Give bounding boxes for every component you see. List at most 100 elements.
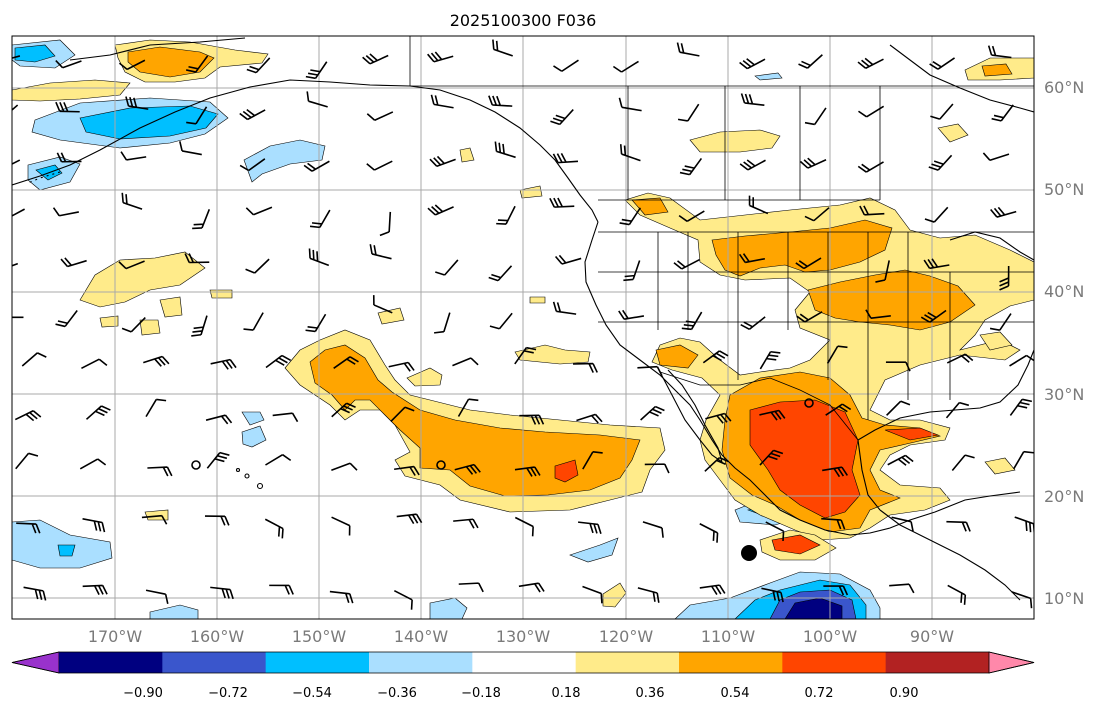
latitude-labels: 60°N 50°N 40°N 30°N 20°N 10°N — [1044, 78, 1084, 608]
wind-barb — [427, 204, 454, 216]
wind-barb — [60, 257, 87, 268]
wind-barb — [514, 346, 537, 365]
wind-barb — [637, 365, 663, 376]
wind-barb — [699, 523, 719, 543]
wind-barb — [859, 205, 885, 216]
lat-tick-20: 20°N — [1044, 487, 1084, 506]
wind-barb — [699, 584, 726, 596]
wind-barb — [857, 57, 884, 69]
colorbar-tick: 0.72 — [805, 686, 834, 701]
figure-title: 2025100300 F036 — [450, 11, 597, 30]
wind-barb — [21, 352, 47, 367]
wind-barb — [705, 412, 732, 424]
wind-barb — [582, 451, 603, 470]
wind-barb — [640, 405, 665, 421]
wind-barb — [331, 462, 358, 472]
wind-barb — [429, 155, 456, 168]
wind-barb — [210, 358, 237, 370]
colorbar-segment — [265, 652, 370, 673]
colorbar-tick: −0.36 — [377, 686, 417, 701]
wind-barb — [12, 262, 19, 272]
wind-barb — [430, 94, 454, 109]
wind-barb — [143, 355, 170, 367]
wind-barb — [886, 400, 911, 416]
wind-barb — [889, 583, 915, 594]
storm-center-marker — [741, 545, 757, 561]
wind-barb — [186, 106, 208, 125]
lon-tick-130w: 130°W — [496, 627, 551, 646]
wind-barb — [454, 463, 481, 475]
lat-tick-40: 40°N — [1044, 282, 1084, 301]
wind-barb — [637, 587, 660, 603]
wind-barb — [185, 55, 209, 73]
wind-barb — [434, 312, 451, 334]
wind-barb — [121, 192, 143, 210]
wind-barb — [333, 356, 359, 369]
lon-tick-170w: 170°W — [88, 627, 143, 646]
wind-barb — [265, 354, 292, 369]
wind-barb — [118, 59, 146, 71]
wind-barb — [618, 309, 645, 320]
wind-barb — [394, 465, 420, 476]
wind-barb — [379, 211, 392, 237]
colorbar-outline — [11, 651, 1035, 674]
colorbar-segment — [782, 652, 887, 673]
wind-barb — [369, 244, 392, 260]
wind-barb — [55, 310, 78, 328]
wind-barb — [989, 313, 1012, 331]
wind-barb — [990, 206, 1017, 218]
wind-barb — [739, 58, 766, 70]
wind-barb — [488, 265, 513, 282]
wind-barb — [141, 514, 168, 525]
wind-barb — [552, 153, 579, 164]
lon-tick-150w: 150°W — [292, 627, 347, 646]
wind-barb — [435, 259, 459, 276]
wind-barb — [145, 398, 167, 418]
wind-barb — [82, 518, 106, 533]
colorbar-extend-min — [11, 651, 60, 674]
wind-barb — [305, 61, 328, 80]
wind-barb — [81, 358, 108, 370]
colorbar — [11, 651, 1035, 674]
wind-barb — [204, 515, 230, 526]
wind-barb — [184, 253, 210, 264]
colorbar-tick: 0.18 — [552, 686, 581, 701]
lon-tick-100w: 100°W — [803, 627, 858, 646]
colorbar-segment — [369, 652, 473, 673]
wind-barb — [192, 209, 211, 230]
map-panel — [11, 35, 1035, 620]
wind-barb — [825, 403, 852, 416]
wind-barb — [309, 209, 331, 229]
wind-barb — [125, 96, 149, 110]
wind-barb — [891, 516, 914, 532]
wind-barb — [920, 309, 947, 323]
colorbar-segment — [162, 652, 267, 673]
wind-barb — [681, 311, 703, 331]
wind-barb — [1009, 398, 1033, 416]
wind-barb — [210, 586, 234, 600]
colorbar-tick: −0.90 — [123, 686, 163, 701]
wind-barb — [191, 315, 208, 337]
wind-barb — [798, 54, 823, 69]
colorbar-segment — [472, 652, 577, 673]
wind-barb — [946, 520, 971, 532]
lat-tick-30: 30°N — [1044, 385, 1084, 404]
wind-barb — [120, 151, 147, 161]
colorbar-tick-labels: −0.90 −0.72 −0.54 −0.36 −0.18 0.18 0.36 … — [123, 686, 918, 701]
lat-tick-60: 60°N — [1044, 78, 1084, 97]
wind-barb — [396, 513, 423, 525]
colorbar-tick: −0.18 — [461, 686, 501, 701]
wind-barb — [264, 518, 284, 539]
wind-barb — [644, 463, 670, 474]
wind-barb — [265, 454, 292, 466]
wind-barb — [619, 144, 641, 162]
lon-tick-120w: 120°W — [599, 627, 654, 646]
wind-barb — [492, 39, 513, 57]
wind-barb — [799, 157, 827, 169]
wind-barb — [929, 57, 955, 70]
wind-barb — [23, 586, 47, 601]
wind-barb — [147, 466, 173, 477]
wind-barb — [578, 521, 602, 535]
wind-barb — [239, 158, 266, 172]
